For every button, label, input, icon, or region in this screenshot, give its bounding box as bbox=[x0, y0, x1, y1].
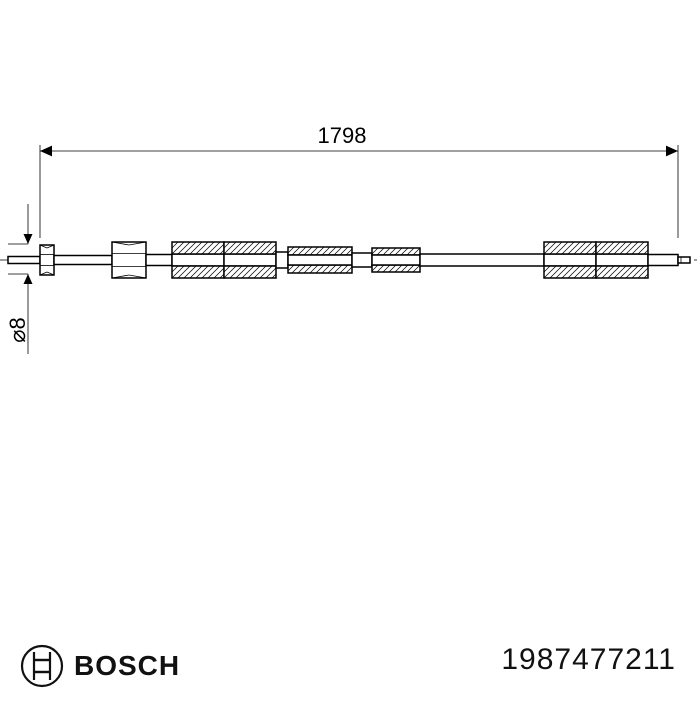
technical-drawing: 1798 ⌀8 bbox=[0, 0, 700, 700]
drawing-canvas: 1798 ⌀8 BOSCH 1987477211 bbox=[0, 0, 700, 700]
footer: BOSCH 1987477211 bbox=[0, 630, 700, 700]
part-number: 1987477211 bbox=[501, 643, 676, 677]
diameter-dimension: ⌀8 bbox=[5, 317, 30, 342]
bosch-armature-icon bbox=[20, 644, 64, 688]
length-dimension: 1798 bbox=[318, 123, 367, 148]
brand-name: BOSCH bbox=[74, 650, 180, 682]
brand-block: BOSCH bbox=[20, 644, 180, 688]
